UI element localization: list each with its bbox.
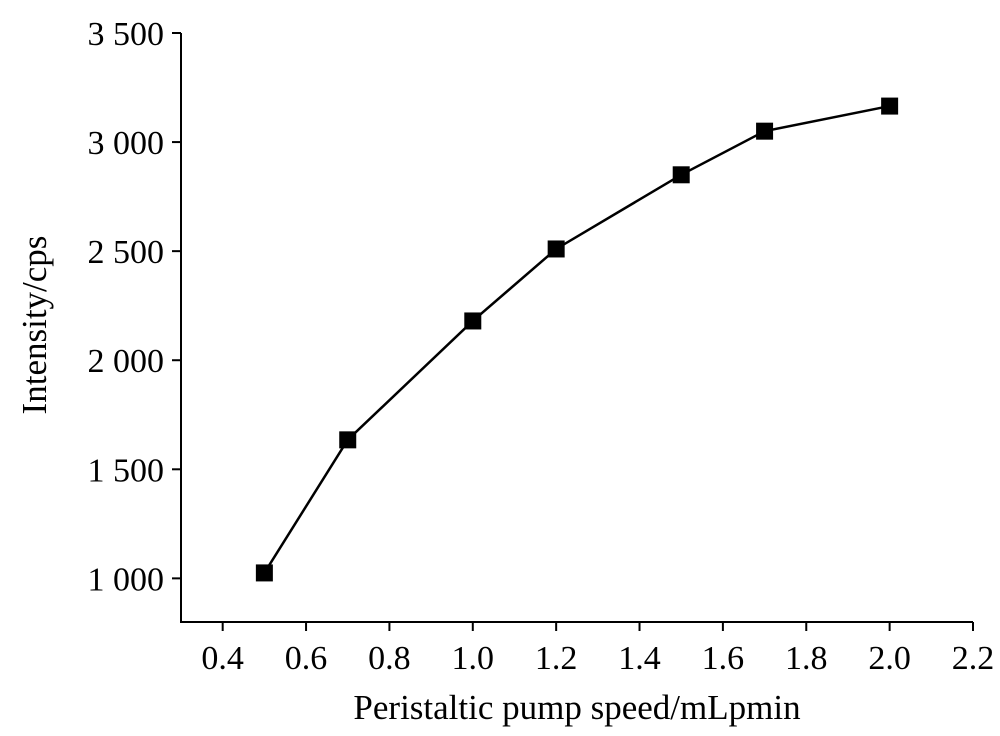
data-point (464, 312, 482, 330)
series (255, 97, 899, 582)
data-point (756, 122, 774, 140)
x-tick-label: 1.8 (785, 640, 828, 677)
x-tick-label: 0.8 (368, 640, 411, 677)
data-point (672, 166, 690, 184)
y-axis-ticks: 1 000 1 500 2 000 2 500 3 000 3 500 (88, 16, 181, 598)
y-tick-label: 3 500 (88, 16, 165, 53)
x-tick-label: 2.2 (952, 640, 995, 677)
x-axis-label: Peristaltic pump speed/mLpmin (353, 688, 800, 727)
data-point (255, 564, 273, 582)
x-tick-label: 0.4 (201, 640, 244, 677)
y-tick-label: 2 500 (88, 234, 165, 271)
x-axis-ticks: 0.4 0.6 0.8 1.0 1.2 1.4 1.6 1.8 2.0 2.2 (201, 622, 994, 677)
data-point (881, 97, 899, 115)
y-axis-label: Intensity/cps (15, 236, 54, 415)
axes (180, 33, 973, 623)
series-line (263, 104, 890, 574)
x-tick-label: 1.6 (702, 640, 745, 677)
x-tick-label: 0.6 (285, 640, 328, 677)
x-tick-label: 1.4 (618, 640, 661, 677)
y-tick-label: 3 000 (88, 125, 165, 162)
x-tick-label: 1.2 (535, 640, 578, 677)
y-tick-label: 1 000 (88, 561, 165, 598)
y-tick-label: 2 000 (88, 343, 165, 380)
x-tick-label: 1.0 (452, 640, 495, 677)
x-tick-label: 2.0 (868, 640, 911, 677)
data-point (547, 240, 565, 258)
data-point (339, 431, 357, 449)
y-tick-label: 1 500 (88, 452, 165, 489)
axis-frame (180, 33, 973, 623)
